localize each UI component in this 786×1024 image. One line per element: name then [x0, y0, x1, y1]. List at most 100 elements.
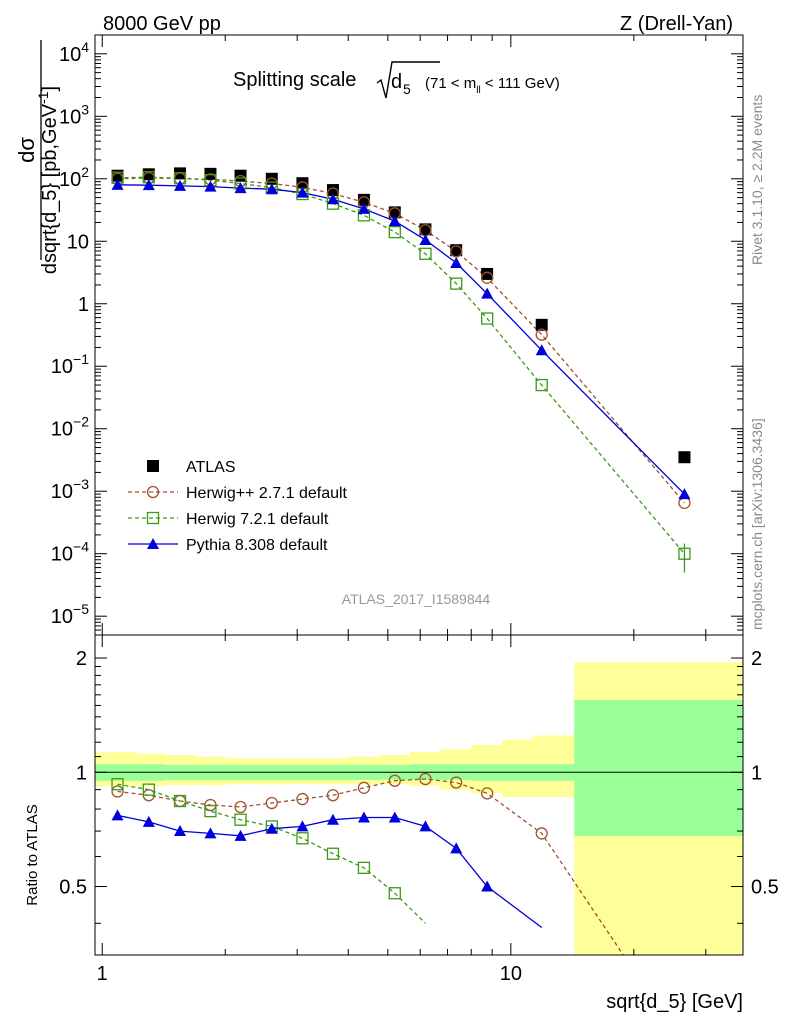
y-tick-label: 10−4 [51, 539, 89, 566]
pythia-8-308-default-point [481, 287, 494, 299]
ratio-herwig-2-7-1-default-point [535, 827, 548, 840]
ratio-pythia-8-308-default-point [419, 820, 432, 832]
herwig-2-7-1-default-point [480, 271, 494, 284]
atlas-point [265, 172, 278, 185]
pythia-8-308-default-point [419, 233, 432, 245]
process-label: Z (Drell-Yan) [620, 13, 733, 35]
atlas-point [535, 318, 548, 331]
y-tick-label: 102 [59, 164, 89, 191]
collision-energy-label: 8000 GeV pp [103, 13, 221, 35]
y-tick-label: 10 [67, 231, 89, 253]
pythia-8-308-default-point [388, 215, 401, 227]
y-tick-label: 10−2 [51, 414, 89, 441]
ratio-herwig-7-2-1-default-point [142, 783, 155, 796]
legend-pythia-8-308-default-label: Pythia 8.308 default [186, 537, 328, 554]
legend-atlas-label: ATLAS [186, 459, 236, 476]
title-symbol: d [391, 71, 402, 93]
y-label-numerator: dσ [14, 137, 39, 163]
ratio-pythia-8-308-default-point [111, 809, 124, 821]
main-panel: 10410310210110−110−210−310−410−5Splittin… [14, 34, 744, 636]
ratio-pythia-8-308-default-point [265, 822, 278, 834]
herwig-7-2-1-default-point [678, 547, 691, 560]
legend-herwig-7-2-1-default-marker [146, 511, 160, 525]
atlas-point [326, 184, 339, 197]
x-tick-label: 1 [97, 963, 108, 985]
pythia-8-308-default-point [265, 183, 278, 195]
ratio-herwig-7-2-1-default-point [357, 861, 371, 874]
ratio-herwig-2-7-1-default-point [450, 776, 463, 789]
ratio-y-tick-label: 0.5 [59, 877, 87, 899]
ratio-y-axis-label: Ratio to ATLAS [24, 804, 41, 905]
uncertainty-band-inner [574, 700, 743, 836]
y-axis-label: dσ dsqrt{d_5} [pb,GeV-1] [14, 40, 61, 274]
ratio-pythia-8-308-default-point [481, 880, 494, 892]
ratio-herwig-7-2-1-default-point [204, 804, 217, 818]
analysis-id-watermark: ATLAS_2017_I1589844 [342, 591, 491, 607]
herwig-7-2-1-default-point [450, 277, 463, 290]
atlas-point [296, 177, 309, 190]
ratio-herwig-2-7-1-default-point [419, 772, 432, 786]
pythia-8-308-default-point [174, 179, 187, 191]
ratio-herwig-2-7-1-default-point [357, 781, 371, 794]
pythia-8-308-default-point [326, 193, 339, 205]
pythia-8-308-default-point [357, 202, 370, 214]
pythia-8-308-default-point [296, 186, 309, 198]
x-axis-label: sqrt{d_5} [GeV] [606, 991, 743, 1013]
ratio-pythia-8-308-default-point [174, 825, 187, 837]
y-tick-label: 104 [59, 39, 89, 66]
ratio-panel: 0.5 0.5 1 1 2 2 1 10 Ratio to ATLAS sqrt{d_5} [Ge… [24, 634, 779, 1013]
legend-pythia-8-308-default-marker [147, 538, 159, 549]
y-tick-label: 10−5 [51, 601, 89, 628]
herwig-7-2-1-default-point [480, 312, 494, 325]
ratio-y-tick-label: 1 [76, 762, 87, 784]
title-mass-range: (71 < mll < 111 GeV) [425, 75, 560, 96]
ratio-frame [94, 634, 744, 956]
ratio-y-tick-label-right: 0.5 [751, 877, 779, 899]
rivet-version-label: Rivet 3.1.10, ≥ 2.2M events [749, 95, 765, 265]
ratio-herwig-7-2-1-default-line [117, 783, 426, 924]
legend-herwig-7-2-1-default-label: Herwig 7.2.1 default [186, 511, 329, 528]
pythia-8-308-default-point [142, 179, 155, 191]
ratio-herwig-2-7-1-default-line [117, 778, 625, 955]
ratio-herwig-2-7-1-default-point [111, 785, 124, 798]
ratio-herwig-7-2-1-default-point [388, 887, 401, 900]
ratio-pythia-8-308-default-point [296, 820, 309, 832]
ratio-herwig-2-7-1-default-point [265, 796, 278, 810]
pythia-8-308-default-line [117, 184, 685, 495]
ratio-y-tick-label-right: 2 [751, 648, 762, 670]
mcplots-credit-label: mcplots.cern.ch [arXiv:1306.3436] [749, 418, 765, 630]
legend-herwig-2-7-1-default-label: Herwig++ 2.7.1 default [186, 485, 348, 502]
ratio-herwig-7-2-1-default-point [326, 847, 340, 860]
ratio-herwig-7-2-1-default-point [234, 813, 247, 826]
herwig-2-7-1-default-point [535, 328, 548, 341]
title-text: Splitting scale [233, 69, 356, 91]
x-tick-label: 10 [500, 963, 522, 985]
legend: ATLAS Herwig++ 2.7.1 default Herwig 7.2.1 … [128, 459, 348, 554]
ratio-herwig-2-7-1-default-point [480, 787, 494, 800]
y-tick-label: 103 [59, 101, 89, 128]
pythia-8-308-default-point [678, 488, 691, 500]
legend-atlas-marker [147, 460, 159, 472]
pythia-8-308-default-point [111, 178, 124, 190]
herwig-7-2-1-default-point [535, 378, 548, 392]
ratio-herwig-2-7-1-default-point [388, 774, 401, 787]
pythia-8-308-default-point [204, 180, 217, 192]
herwig-7-2-1-default-point [388, 225, 401, 239]
atlas-point [357, 193, 370, 206]
pythia-8-308-default-point [234, 182, 247, 194]
ratio-pythia-8-308-default-point [388, 811, 401, 823]
ratio-pythia-8-308-default-point [357, 811, 370, 823]
ratio-pythia-8-308-default-point [450, 842, 463, 854]
y-label-denominator: dsqrt{d_5} [pb,GeV-1] [35, 86, 61, 274]
ratio-pythia-8-308-default-point [204, 827, 217, 839]
ratio-pythia-8-308-default-line [117, 814, 543, 929]
herwig-7-2-1-default-point [419, 247, 432, 260]
ratio-y-tick-label-right: 1 [751, 762, 762, 784]
chart-title: Splitting scale d 5 (71 < mll < 111 GeV) [233, 61, 560, 99]
atlas-point [678, 451, 691, 464]
y-tick-label: 10−3 [51, 476, 89, 503]
y-tick-label: 10−1 [51, 351, 89, 378]
ratio-pythia-8-308-default-point [234, 829, 247, 841]
pythia-8-308-default-point [450, 256, 463, 268]
